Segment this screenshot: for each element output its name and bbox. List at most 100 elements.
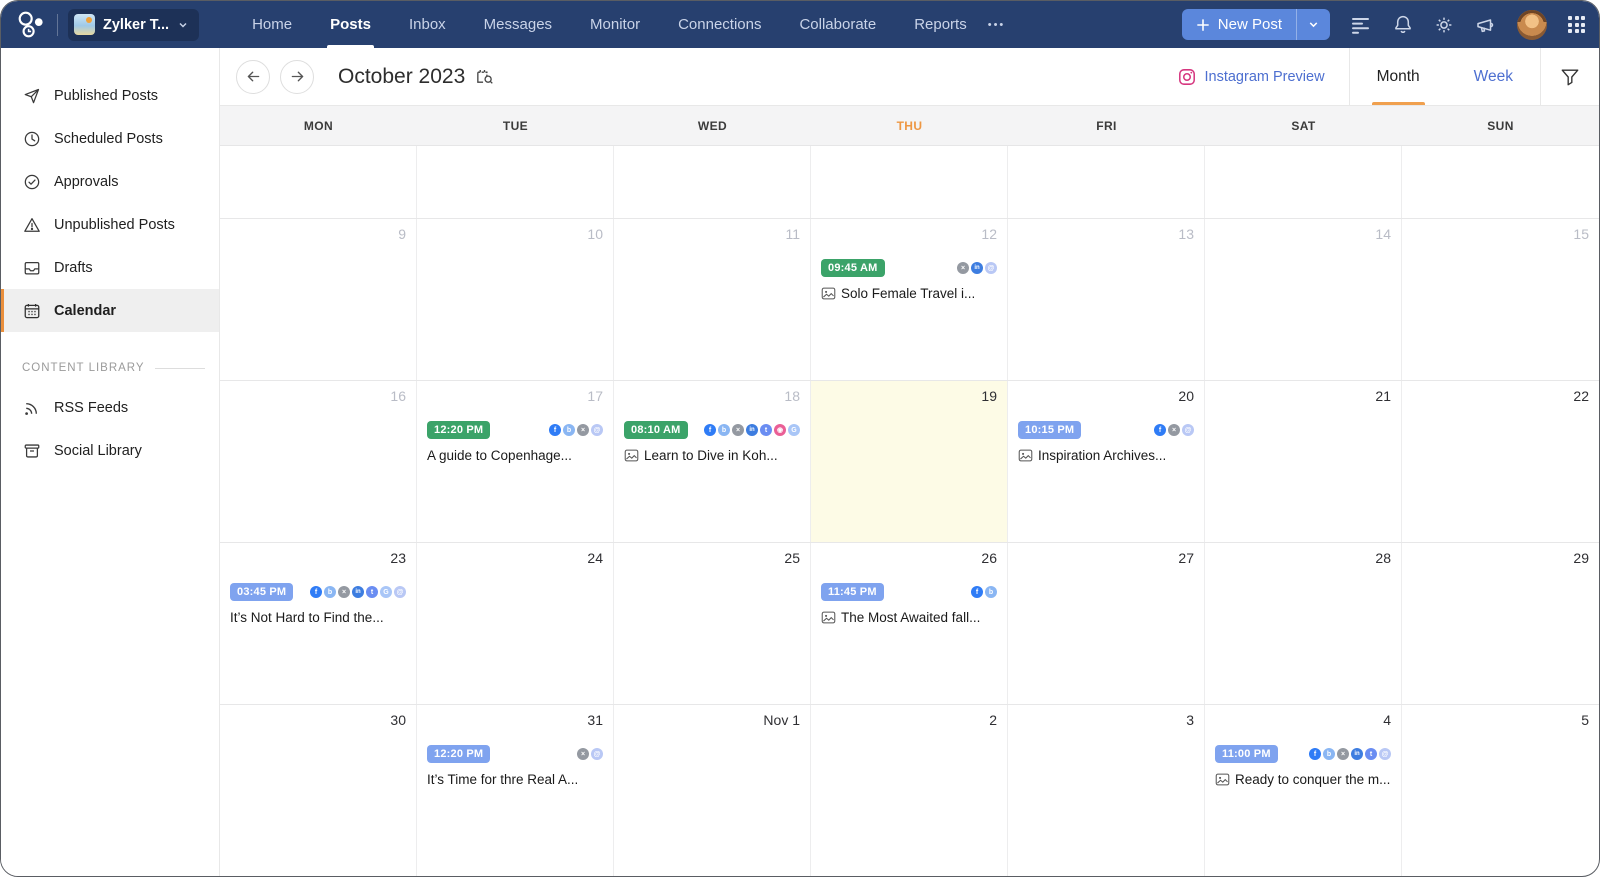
sidebar-item-rss-feeds[interactable]: RSS Feeds (1, 386, 219, 429)
sidebar-item-label: Published Posts (54, 87, 158, 104)
calendar-cell-2[interactable]: 2 (811, 705, 1008, 876)
facebook-icon: f (1154, 424, 1166, 436)
network-icons: f b × in t G @ (308, 586, 406, 598)
nav-item-inbox[interactable]: Inbox (408, 16, 446, 33)
chevron-down-icon (1309, 22, 1318, 28)
new-post-button[interactable]: New Post (1181, 9, 1296, 40)
nav-item-posts[interactable]: Posts (311, 1, 390, 48)
x-icon: × (1168, 424, 1180, 436)
section-label: CONTENT LIBRARY (22, 362, 145, 374)
sidebar-item-social-library[interactable]: Social Library (1, 429, 219, 472)
calendar-cell-11[interactable]: 11 (614, 219, 811, 380)
nav-item-connections[interactable]: Connections (678, 16, 762, 33)
divider (1540, 47, 1541, 106)
network-icons: f b × in t @ (1307, 748, 1391, 760)
image-attachment-icon (1215, 772, 1230, 787)
calendar-cell-18[interactable]: 18 08:10 AM f b × in t ◉ G Learn to Dive in Koh..… (614, 381, 811, 542)
new-post-label: New Post (1217, 16, 1282, 33)
sidebar-item-calendar[interactable]: Calendar (1, 289, 219, 332)
prev-month-button[interactable] (236, 59, 270, 94)
date-label: 24 (587, 550, 603, 566)
calendar-cell-14[interactable]: 14 (1205, 219, 1402, 380)
post-event[interactable]: 11:00 PM f b × in t @ Ready to conquer the m... (1215, 745, 1391, 787)
sidebar-item-published-posts[interactable]: Published Posts (1, 74, 219, 117)
x-icon: × (1337, 748, 1349, 760)
calendar-cell[interactable] (1402, 146, 1599, 218)
user-avatar[interactable] (1517, 9, 1547, 40)
calendar-cell-26[interactable]: 26 11:45 PM f b The Most Awaited fall... (811, 543, 1008, 704)
calendar-cell-31[interactable]: 31 12:20 PM × @ It’s Time for thre Real A... (417, 705, 614, 876)
post-title: Learn to Dive in Koh... (644, 448, 778, 463)
calendar-cell-nov-1[interactable]: Nov 1 (614, 705, 811, 876)
tab-week[interactable]: Week (1473, 67, 1513, 85)
plus-icon (1197, 18, 1209, 31)
calendar-cell-25[interactable]: 25 (614, 543, 811, 704)
post-event[interactable]: 09:45 AM × in @ Solo Female Travel i... (821, 259, 997, 301)
nav-more-button[interactable]: ••• (986, 15, 1008, 35)
nav-item-messages[interactable]: Messages (483, 16, 553, 33)
calendar-cell-20[interactable]: 20 10:15 PM f × @ Inspiration Archives... (1008, 381, 1205, 542)
calendar-cell-16[interactable]: 16 (220, 381, 417, 542)
calendar-cell-28[interactable]: 28 (1205, 543, 1402, 704)
calendar-cell-24[interactable]: 24 (417, 543, 614, 704)
network-icons: × in @ (955, 262, 997, 274)
date-label: 29 (1573, 550, 1589, 566)
nav-item-reports[interactable]: Reports (914, 16, 967, 33)
calendar-cell-10[interactable]: 10 (417, 219, 614, 380)
calendar-cell[interactable] (614, 146, 811, 218)
post-event[interactable]: 12:20 PM f b × @ A guide to Copenhage... (427, 421, 603, 463)
post-time-badge: 09:45 AM (821, 259, 885, 277)
calendar-cell-5[interactable]: 5 (1402, 705, 1599, 876)
calendar-cell[interactable] (811, 146, 1008, 218)
calendar-cell-23[interactable]: 23 03:45 PM f b × in t G @ It’s Not Hard to Find … (220, 543, 417, 704)
instagram-preview-link[interactable]: Instagram Preview (1178, 68, 1348, 86)
post-event[interactable]: 11:45 PM f b The Most Awaited fall... (821, 583, 997, 625)
tab-month[interactable]: Month (1350, 48, 1447, 105)
instagram-icon: ◉ (774, 424, 786, 436)
calendar-cell[interactable] (1008, 146, 1205, 218)
next-month-button[interactable] (280, 59, 314, 94)
post-event[interactable]: 12:20 PM × @ It’s Time for thre Real A... (427, 745, 603, 787)
zoho-social-logo-icon[interactable] (13, 9, 49, 41)
calendar-cell-3[interactable]: 3 (1008, 705, 1205, 876)
calendar-cell-15[interactable]: 15 (1402, 219, 1599, 380)
calendar-cell-19[interactable]: 19 (811, 381, 1008, 542)
calendar-cell-22[interactable]: 22 (1402, 381, 1599, 542)
post-event[interactable]: 03:45 PM f b × in t G @ It’s Not Hard to Find th… (230, 583, 406, 625)
calendar-cell[interactable] (417, 146, 614, 218)
calendar-cell-30[interactable]: 30 (220, 705, 417, 876)
custom-view-button[interactable] (1351, 16, 1372, 34)
nav-item-collaborate[interactable]: Collaborate (799, 16, 877, 33)
calendar-cell[interactable] (220, 146, 417, 218)
calendar-cell-27[interactable]: 27 (1008, 543, 1205, 704)
calendar-cell-12[interactable]: 12 09:45 AM × in @ Solo Female Travel i... (811, 219, 1008, 380)
nav-item-home[interactable]: Home (252, 16, 293, 33)
settings-button[interactable] (1434, 15, 1454, 35)
nav-item-monitor[interactable]: Monitor (590, 16, 641, 33)
x-icon: × (957, 262, 969, 274)
brand-selector[interactable]: Zylker T... (68, 8, 200, 41)
new-post-dropdown-button[interactable] (1296, 9, 1330, 40)
sidebar-item-scheduled-posts[interactable]: Scheduled Posts (1, 117, 219, 160)
sidebar-item-approvals[interactable]: Approvals (1, 160, 219, 203)
bluesky-icon: b (985, 586, 997, 598)
post-event[interactable]: 08:10 AM f b × in t ◉ G Learn to Dive in Koh... (624, 421, 800, 463)
calendar-cell-21[interactable]: 21 (1205, 381, 1402, 542)
sidebar-item-unpublished-posts[interactable]: Unpublished Posts (1, 203, 219, 246)
calendar-cell-29[interactable]: 29 (1402, 543, 1599, 704)
apps-launcher-button[interactable] (1568, 16, 1585, 33)
calendar-cell-4[interactable]: 4 11:00 PM f b × in t @ Ready to conquer the m..… (1205, 705, 1402, 876)
calendar-jump-icon[interactable] (475, 67, 494, 86)
calendar-cell-17[interactable]: 17 12:20 PM f b × @ A guide to Copenhage... (417, 381, 614, 542)
filter-button[interactable] (1541, 48, 1599, 105)
calendar-cell-13[interactable]: 13 (1008, 219, 1205, 380)
sidebar-item-drafts[interactable]: Drafts (1, 246, 219, 289)
calendar-cell-9[interactable]: 9 (220, 219, 417, 380)
calendar-cell[interactable] (1205, 146, 1402, 218)
date-label: 16 (390, 388, 406, 404)
notifications-button[interactable] (1393, 14, 1413, 35)
post-event[interactable]: 10:15 PM f × @ Inspiration Archives... (1018, 421, 1194, 463)
announcements-button[interactable] (1475, 15, 1496, 35)
instagram-icon (1179, 68, 1196, 85)
